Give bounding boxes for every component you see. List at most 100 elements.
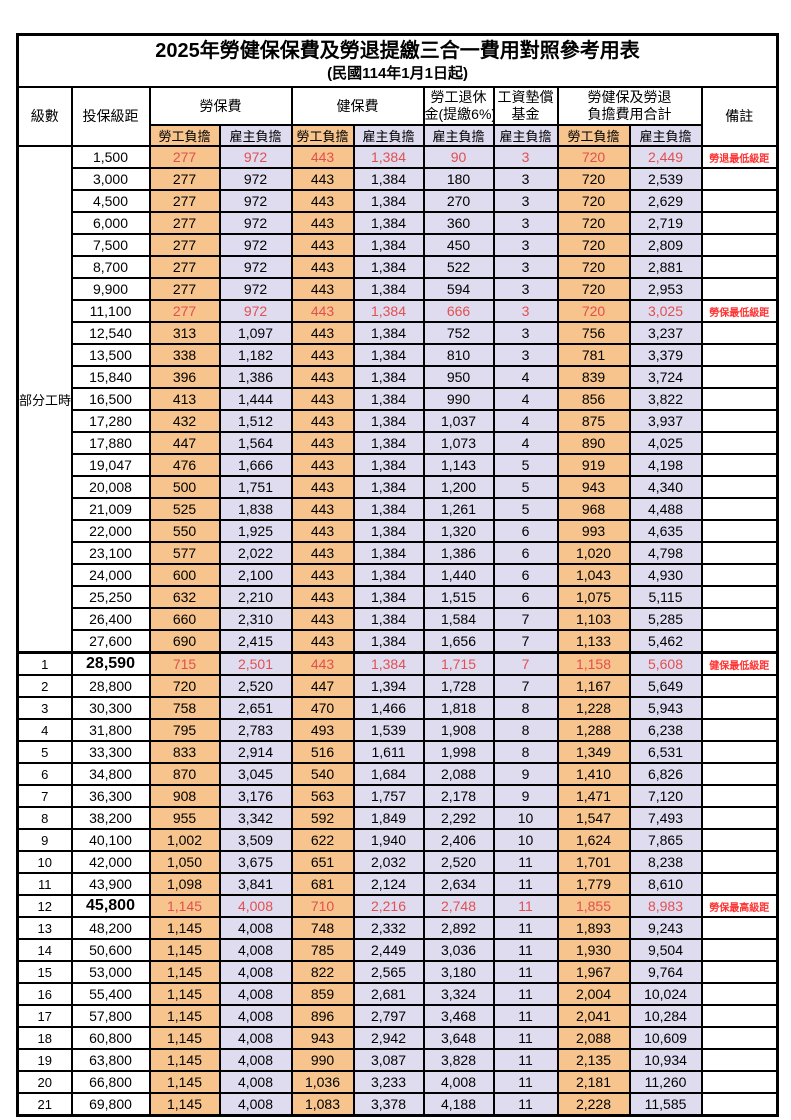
value-cell: 443: [290, 277, 355, 301]
value-cell: 432: [148, 409, 221, 433]
value-cell: 4,008: [218, 1092, 293, 1117]
value-cell: 500: [148, 475, 221, 499]
value-cell: 443: [290, 629, 355, 654]
value-cell: 4,008: [218, 938, 293, 962]
value-cell: 9,504: [628, 938, 703, 962]
value-cell: 3: [492, 233, 559, 257]
wage-fund-header-line2: 基金: [511, 106, 540, 122]
bracket-cell: 34,800: [70, 762, 151, 786]
remark-cell: [700, 563, 779, 587]
table-row: 16,500 413 1,444 443 1,384 990 4 856 3,822: [18, 387, 779, 411]
value-cell: 2,520: [422, 850, 495, 874]
remark-cell: [700, 321, 779, 345]
bracket-cell: 48,200: [70, 916, 151, 940]
value-cell: 4,025: [628, 431, 703, 455]
value-cell: 3: [492, 343, 559, 367]
value-cell: 1,410: [556, 762, 631, 786]
value-cell: 4: [492, 409, 559, 433]
value-cell: 592: [290, 806, 355, 830]
value-cell: 3,937: [628, 409, 703, 433]
table-row: 6 34,800 870 3,045 540 1,684 2,088 9 1,410 6,826: [16, 762, 779, 786]
bracket-cell: 21,009: [70, 497, 151, 521]
table-row: 7,500 277 972 443 1,384 450 3 720 2,809: [18, 233, 779, 257]
value-cell: 2,406: [422, 828, 495, 852]
value-cell: 1,908: [422, 718, 495, 742]
value-cell: 1,384: [352, 145, 425, 169]
value-cell: 622: [290, 828, 355, 852]
remark-cell: [700, 674, 779, 698]
value-cell: 550: [148, 519, 221, 543]
bracket-cell: 43,900: [70, 872, 151, 896]
value-cell: 1,261: [422, 497, 495, 521]
col-header-bracket: 投保級距: [70, 86, 151, 147]
value-cell: 2,135: [556, 1048, 631, 1072]
value-cell: 3,025: [628, 299, 703, 323]
value-cell: 1,145: [148, 1004, 221, 1028]
table-row: 13 48,200 1,145 4,008 748 2,332 2,892 11 1,893 9,…: [16, 916, 779, 940]
value-cell: 2,004: [556, 982, 631, 1006]
value-cell: 3,822: [628, 387, 703, 411]
value-cell: 2,539: [628, 167, 703, 191]
value-cell: 1,998: [422, 740, 495, 764]
table-row: 21,009 525 1,838 443 1,384 1,261 5 968 4,488: [18, 497, 779, 521]
table-head: 2025年勞健保保費及勞退提繳三合一費用對照參考用表 (民國114年1月1日起)…: [16, 33, 779, 147]
remark-cell: [700, 519, 779, 543]
value-cell: 2,783: [218, 718, 293, 742]
bracket-cell: 57,800: [70, 1004, 151, 1028]
value-cell: 2,032: [352, 850, 425, 874]
bracket-cell: 15,840: [70, 365, 151, 389]
value-cell: 443: [290, 563, 355, 587]
value-cell: 470: [290, 696, 355, 720]
value-cell: 720: [556, 233, 631, 257]
value-cell: 2,719: [628, 211, 703, 235]
value-cell: 9: [492, 762, 559, 786]
bracket-cell: 17,280: [70, 409, 151, 433]
remark-cell: [700, 453, 779, 477]
value-cell: 8: [492, 718, 559, 742]
value-cell: 1,855: [556, 894, 631, 918]
value-cell: 715: [148, 651, 221, 676]
col-header-labor-insurance: 勞保費: [148, 86, 293, 126]
remark-cell: 勞保最高級距: [700, 894, 779, 918]
level-cell: 15: [16, 960, 73, 984]
remark-cell: [700, 1004, 779, 1028]
value-cell: 1,320: [422, 519, 495, 543]
value-cell: 839: [556, 365, 631, 389]
value-cell: 950: [422, 365, 495, 389]
table-row: 4 31,800 795 2,783 493 1,539 1,908 8 1,288 6,238: [16, 718, 779, 742]
value-cell: 875: [556, 409, 631, 433]
title-row: 2025年勞健保保費及勞退提繳三合一費用對照參考用表 (民國114年1月1日起): [16, 33, 779, 88]
value-cell: 795: [148, 718, 221, 742]
value-cell: 1,384: [352, 365, 425, 389]
bracket-cell: 8,700: [70, 255, 151, 279]
level-cell: 10: [16, 850, 73, 874]
value-cell: 447: [148, 431, 221, 455]
remark-cell: [700, 629, 779, 654]
value-cell: 993: [556, 519, 631, 543]
value-cell: 270: [422, 189, 495, 213]
level-cell: 9: [16, 828, 73, 852]
remark-cell: [700, 167, 779, 191]
table-row: 13,500 338 1,182 443 1,384 810 3 781 3,379: [18, 343, 779, 367]
remark-cell: [700, 1048, 779, 1072]
value-cell: 1,384: [352, 321, 425, 345]
value-cell: 870: [148, 762, 221, 786]
value-cell: 4: [492, 431, 559, 455]
value-cell: 7,493: [628, 806, 703, 830]
value-cell: 1,145: [148, 1092, 221, 1117]
value-cell: 972: [218, 189, 293, 213]
level-cell: 17: [16, 1004, 73, 1028]
remark-cell: [700, 1026, 779, 1050]
level-cell: 1: [16, 651, 73, 676]
remark-cell: [700, 607, 779, 631]
pension-header-line2: 金(提繳6%): [424, 106, 494, 122]
table-row: 7 36,300 908 3,176 563 1,757 2,178 9 1,471 7,120: [16, 784, 779, 808]
value-cell: 277: [148, 299, 221, 323]
value-cell: 1,043: [556, 563, 631, 587]
value-cell: 1,466: [352, 696, 425, 720]
value-cell: 447: [290, 674, 355, 698]
value-cell: 5,943: [628, 696, 703, 720]
col-header-pension: 勞工退休 金(提繳6%): [422, 86, 495, 126]
table-row: 1 28,590 715 2,501 443 1,384 1,715 7 1,158 5,608 健…: [16, 651, 779, 676]
value-cell: 972: [218, 145, 293, 169]
